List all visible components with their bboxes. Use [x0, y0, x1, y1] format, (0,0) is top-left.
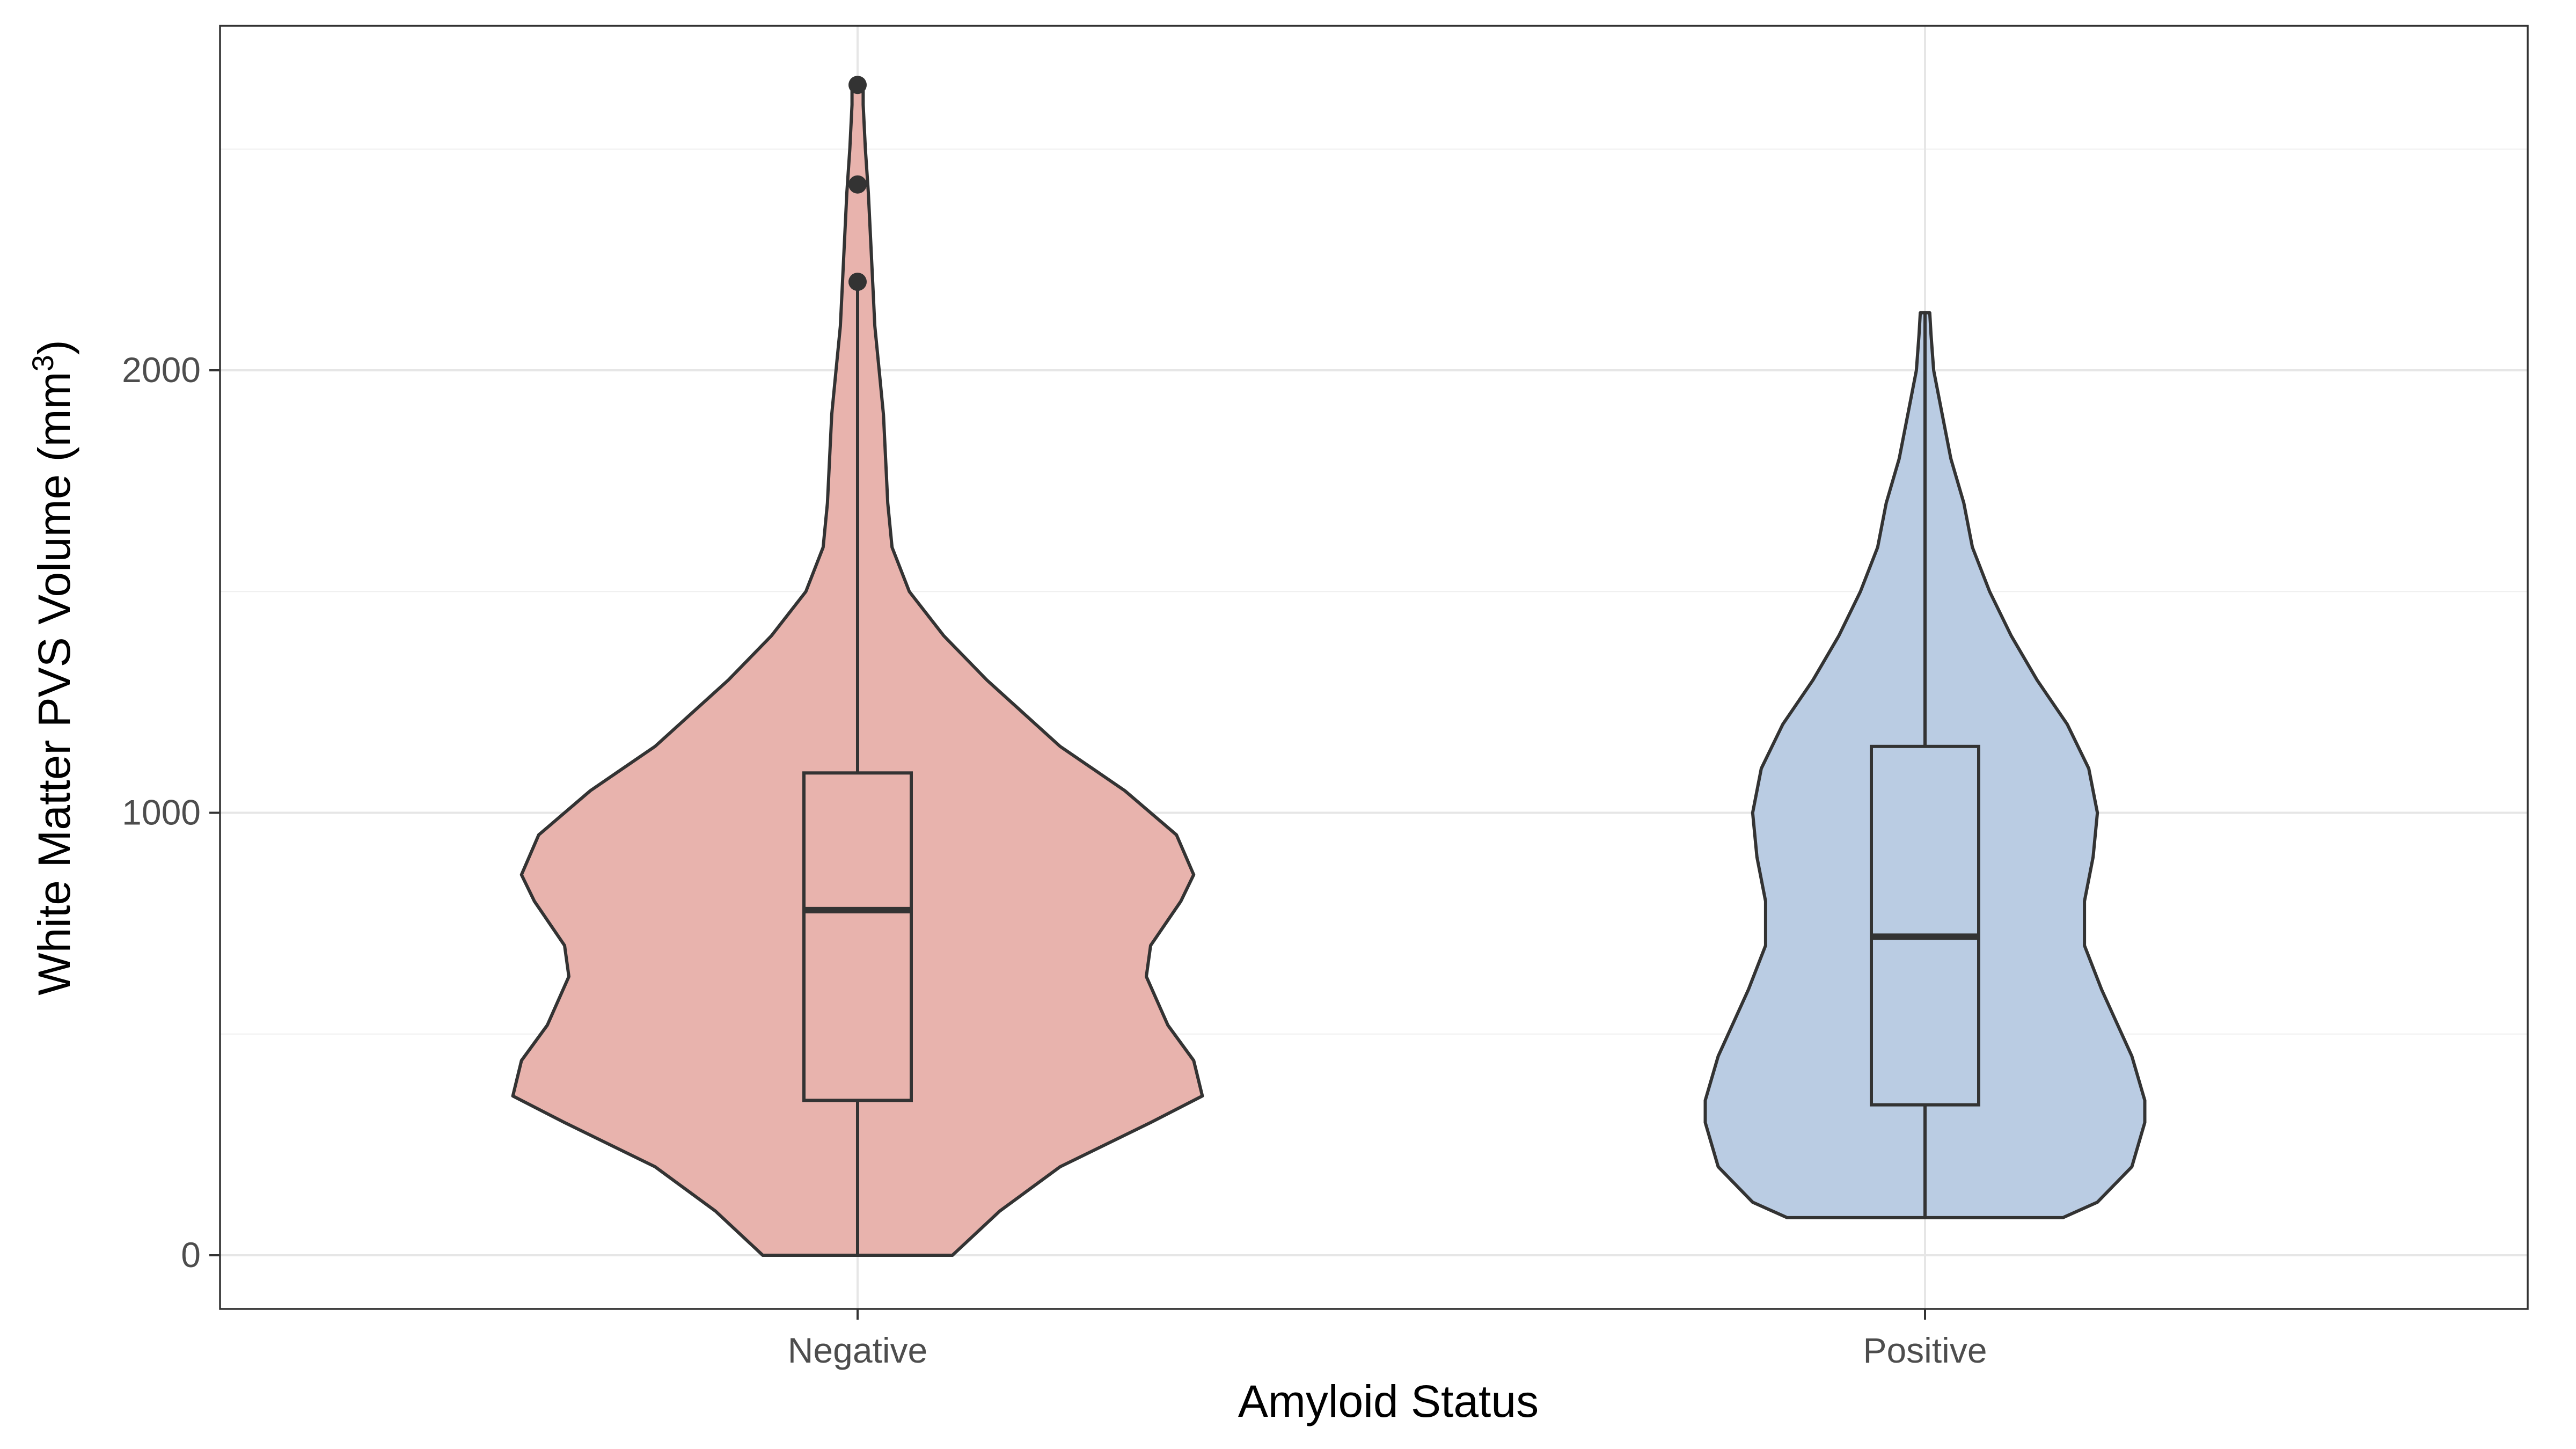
- outliers: [848, 76, 867, 291]
- boxplots: [802, 282, 1980, 1255]
- box-positive: [1870, 744, 1980, 1107]
- x-tick-label-positive: Positive: [1863, 1330, 1987, 1370]
- y-tick-label-0: 0: [181, 1235, 201, 1275]
- y-axis-title-superscript: 3: [26, 355, 60, 371]
- outlier-point-negative-0: [848, 273, 867, 291]
- y-axis-title-main: White Matter PVS Volume (mm: [29, 371, 79, 995]
- y-axis-title-end: ): [29, 340, 79, 355]
- x-tick-label-negative: Negative: [788, 1330, 928, 1370]
- box-negative: [802, 771, 913, 1102]
- y-tick-label-2: 2000: [122, 350, 201, 390]
- outlier-point-negative-2: [848, 76, 867, 94]
- plot-border: [219, 25, 2529, 1310]
- outlier-point-negative-1: [848, 175, 867, 194]
- y-axis-title: White Matter PVS Volume (mm3): [26, 340, 80, 995]
- y-tick-label-1: 1000: [122, 793, 201, 832]
- x-axis-title: Amyloid Status: [1238, 1376, 1539, 1426]
- axes: 0 1000 2000 Negative Positive: [122, 350, 1987, 1370]
